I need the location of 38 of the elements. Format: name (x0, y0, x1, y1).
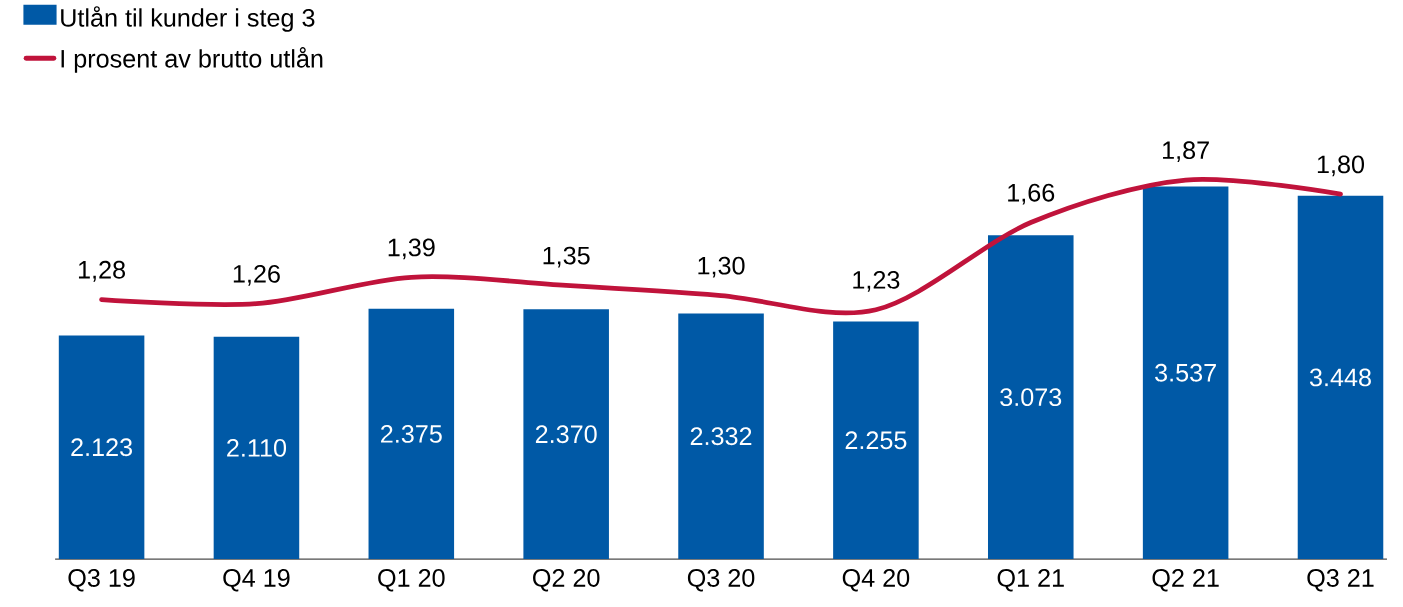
x-tick-label: Q1 20 (378, 569, 445, 592)
data-label: 1,66 (1008, 183, 1055, 205)
data-label: 2.255 (845, 431, 907, 450)
data-label: 3.073 (1000, 388, 1062, 407)
data-label: 2.110 (227, 439, 287, 457)
data-label: 1,39 (388, 238, 435, 260)
data-label: 1,23 (853, 271, 900, 292)
bar (58, 335, 145, 560)
bar (987, 235, 1074, 560)
x-tick-label: Q3 19 (68, 569, 135, 592)
x-tick-label: Q4 19 (223, 569, 290, 592)
bar (678, 313, 764, 560)
data-label: 2.332 (690, 427, 752, 446)
bar (368, 308, 455, 560)
x-tick-label: Q3 20 (687, 569, 755, 592)
x-tick-label: Q1 21 (997, 569, 1064, 592)
bar (1297, 195, 1384, 560)
data-label: 3.448 (1309, 368, 1371, 387)
data-label: 1,28 (78, 260, 125, 282)
bar (1142, 186, 1229, 560)
x-tick-label: Q4 20 (842, 569, 910, 592)
legend-label: I prosent av brutto utlån (61, 47, 323, 73)
data-label: 1,30 (698, 256, 745, 278)
data-label: 1,87 (1163, 141, 1209, 163)
data-label: 1,80 (1317, 155, 1365, 177)
data-label: 3.537 (1155, 363, 1216, 382)
data-label: 1,26 (233, 264, 280, 286)
x-tick-label: Q2 20 (533, 569, 600, 592)
data-label: 2.123 (71, 438, 132, 457)
bar (213, 336, 300, 560)
data-label: 1,35 (543, 246, 590, 268)
x-tick-label: Q3 21 (1307, 569, 1374, 592)
data-label: 2.375 (381, 425, 442, 443)
x-tick-label: Q2 21 (1152, 569, 1219, 592)
data-label: 2.370 (535, 425, 597, 444)
bar (523, 309, 609, 560)
bar (833, 321, 919, 560)
legend-label: Utlån til kunder i steg 3 (61, 6, 315, 32)
